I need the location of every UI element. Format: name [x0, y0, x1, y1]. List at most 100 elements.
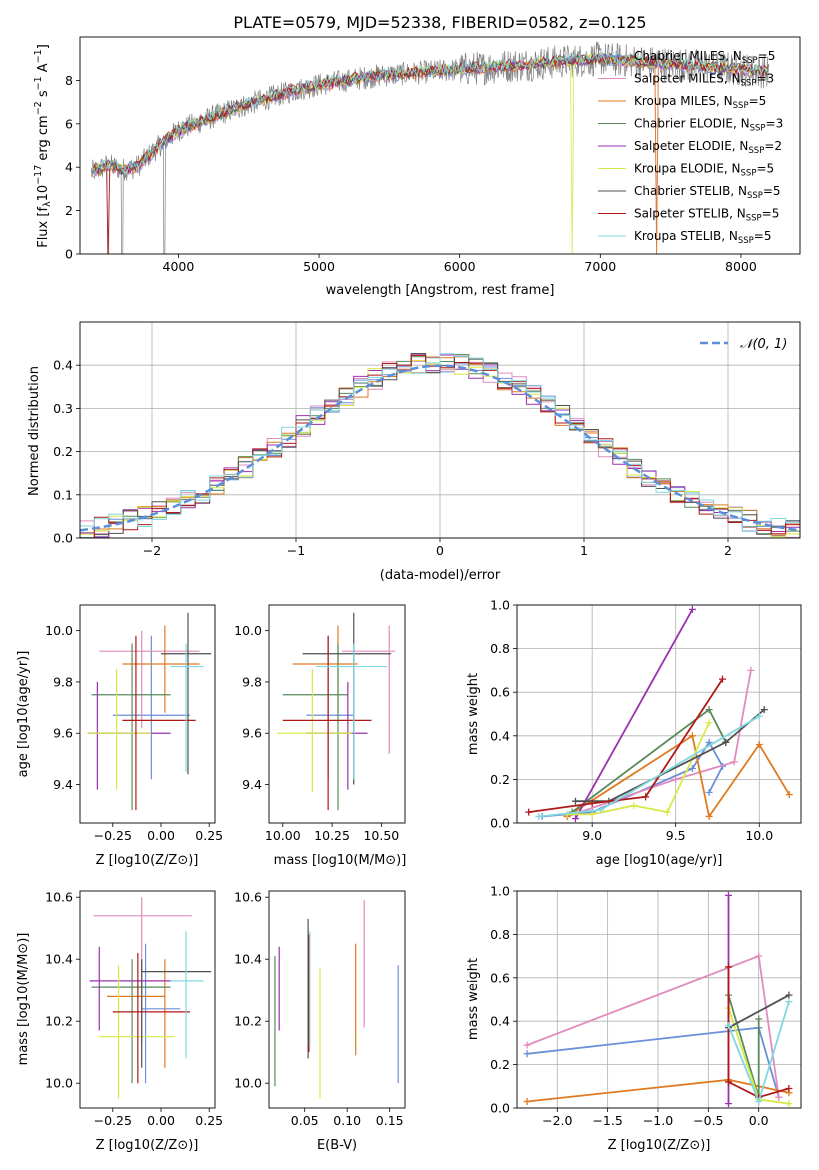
y-axis-label: mass [log10(M/M⊙)] — [16, 933, 31, 1066]
y-axis-label: mass weight — [466, 673, 481, 755]
spectrum-panel: 4000 5000 6000 7000 8000 0 2 4 6 8 Chabrier MILES,… — [33, 36, 801, 298]
model-line-salpeter-stelib — [91, 52, 769, 254]
axes-frame — [268, 604, 406, 824]
errorbars — [89, 897, 212, 1099]
axes-frame — [516, 604, 802, 824]
y-tick-label: 10.0 — [234, 1076, 262, 1091]
gaussian-curve — [80, 364, 800, 532]
y-tick-label: 0.0 — [490, 816, 510, 831]
data-marker — [688, 732, 696, 740]
x-tick-label: 0.0 — [749, 1113, 769, 1128]
data-marker — [672, 775, 680, 783]
y-tick-label: 10.2 — [45, 1014, 73, 1029]
legend-entry: Chabrier MILES, NSSP=5 — [634, 49, 775, 66]
y-tick-label: 2 — [65, 203, 73, 218]
y-tick-label: 0.2 — [53, 444, 73, 459]
y-tick-label: 1.0 — [490, 598, 510, 613]
axes-frame — [79, 321, 801, 539]
data-marker — [785, 998, 793, 1006]
histogram-chabrier-stelib — [93, 353, 800, 538]
y-tick-label: 0.4 — [490, 728, 510, 743]
x-axis-label: Z [log10(Z/Z⊙)] — [96, 1138, 199, 1153]
point-kroupa-miles — [107, 959, 166, 1068]
data-marker — [775, 1093, 783, 1101]
mass_vs_Z-panel: −0.25 0.00 0.25 10.0 10.2 10.4 10.6 Z [log10(Z/… — [16, 890, 223, 1153]
residual-steps — [80, 353, 800, 538]
x-tick-label: 10.50 — [363, 828, 399, 843]
legend-entry: Salpeter MILES, NSSP=3 — [634, 72, 774, 89]
data-marker — [755, 1097, 763, 1105]
data-marker — [705, 706, 713, 714]
data-marker — [730, 758, 738, 766]
data-marker — [724, 1078, 732, 1086]
data-marker — [747, 666, 755, 674]
y-tick-label: 10.0 — [234, 623, 262, 638]
x-tick-label: 0.00 — [147, 1113, 175, 1128]
legend-entry: Salpeter STELIB, NSSP=5 — [634, 207, 779, 224]
y-axis-label: Normed distribution — [27, 366, 42, 496]
y-axis-label: mass weight — [466, 958, 481, 1040]
y-tick-label: 0 — [65, 247, 73, 262]
point-chabrier-elodie — [282, 643, 348, 811]
x-tick-label: 0.25 — [195, 1113, 223, 1128]
axes-frame — [516, 890, 802, 1109]
x-tick-label: −1.0 — [643, 1113, 673, 1128]
data-marker — [785, 991, 793, 999]
series-line — [574, 608, 694, 820]
x-tick-label: 9.5 — [666, 828, 686, 843]
point-kroupa-stelib — [170, 643, 204, 772]
mass_vs_EBV-panel: 0.05 0.10 0.15 10.0 10.2 10.4 10.6 E(B-V) — [234, 890, 406, 1153]
residuals-panel: −2 −1 0 1 2 0.0 0.1 0.2 0.3 0.4 𝒩(0, 1) (data-model… — [27, 321, 801, 583]
y-tick-label: 0.6 — [490, 685, 510, 700]
data-marker — [588, 799, 596, 807]
model-line-chabrier-elodie — [90, 53, 768, 176]
x-tick-label: 0.15 — [376, 1113, 404, 1128]
x-tick-label: 10.00 — [265, 828, 301, 843]
y-tick-label: 9.4 — [53, 777, 73, 792]
data-marker — [688, 765, 696, 772]
data-marker — [724, 891, 732, 899]
y-axis-label: age [log10(age/yr)] — [16, 651, 31, 778]
x-tick-label: 1 — [580, 543, 588, 558]
y-tick-label: 9.6 — [242, 726, 262, 741]
y-tick-label: 0.0 — [53, 531, 73, 546]
legend-entry: Kroupa MILES, NSSP=5 — [634, 94, 766, 111]
model-line-kroupa-stelib — [90, 50, 769, 176]
data-marker — [785, 1100, 793, 1108]
age_vs_Z-panel: −0.25 0.00 0.25 9.4 9.6 9.8 10.0 Z [log10(Z/Z⊙)… — [16, 604, 223, 868]
axes-frame — [268, 890, 406, 1109]
x-tick-label: 0.05 — [291, 1113, 319, 1128]
x-axis-label: wavelength [Angstrom, rest frame] — [326, 283, 555, 298]
x-tick-label: 9.0 — [582, 828, 602, 843]
errorbars — [274, 900, 399, 1099]
y-tick-label: 0.4 — [490, 1014, 510, 1029]
series-kroupa-miles — [563, 732, 793, 820]
x-tick-label: 8000 — [725, 259, 757, 274]
x-axis-label: mass [log10(M/M⊙)] — [274, 853, 407, 868]
data-marker — [630, 802, 638, 810]
x-tick-label: 4000 — [163, 259, 195, 274]
point-kroupa-stelib — [316, 643, 388, 780]
point-salpeter-stelib — [112, 953, 190, 1084]
y-tick-label: 6 — [65, 116, 73, 131]
y-tick-label: 10.6 — [45, 890, 73, 905]
axes-frame — [79, 604, 216, 824]
point-chabrier-elodie — [91, 959, 171, 1084]
data-marker — [705, 788, 713, 796]
legend-entry: Salpeter ELODIE, NSSP=2 — [634, 139, 782, 156]
y-tick-label: 0.8 — [490, 927, 510, 942]
data-marker — [571, 815, 579, 823]
y-tick-label: 0.2 — [490, 772, 510, 787]
point-salpeter-stelib — [122, 635, 196, 811]
data-marker — [597, 806, 605, 814]
point-salpeter-elodie — [87, 681, 171, 790]
legend-entry: Chabrier STELIB, NSSP=5 — [634, 184, 781, 201]
figure-title: PLATE=0579, MJD=52338, FIBERID=0582, z=0… — [233, 13, 646, 32]
y-tick-label: 10.0 — [45, 1076, 73, 1091]
x-tick-label: 0.10 — [333, 1113, 361, 1128]
spectrum-lines — [90, 41, 770, 254]
point-chabrier-stelib — [141, 959, 212, 1068]
errorbars — [276, 612, 396, 811]
weight_vs_age-panel: 9.0 9.5 10.0 0.0 0.2 0.4 0.6 0.8 1.0 age [log10(a… — [466, 598, 802, 868]
